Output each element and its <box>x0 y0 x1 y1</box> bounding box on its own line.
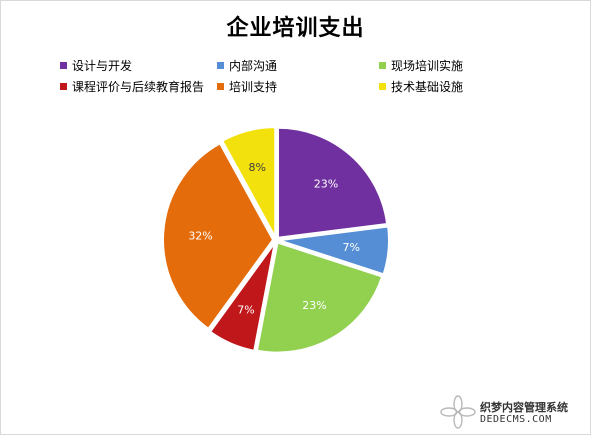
pie-slice <box>255 241 384 354</box>
legend-item: 内部沟通 <box>217 58 277 74</box>
watermark-url: DEDECMS.COM <box>480 414 552 425</box>
legend-label: 现场培训实施 <box>391 59 464 73</box>
slice-data-label: 7% <box>237 303 254 316</box>
legend-label: 内部沟通 <box>229 59 278 73</box>
legend-item: 设计与开发 <box>60 58 132 74</box>
pie-slice <box>276 126 389 239</box>
legend-item: 现场培训实施 <box>379 58 463 74</box>
legend-swatch <box>379 83 386 90</box>
legend-swatch <box>217 62 224 69</box>
pie-slice <box>162 142 275 331</box>
slice-data-label: 23% <box>302 299 326 312</box>
chart-title: 企业培训支出 <box>226 15 365 41</box>
legend-swatch <box>379 62 386 69</box>
legend-swatch <box>60 83 67 90</box>
slice-data-label: 32% <box>188 229 212 242</box>
slice-data-label: 23% <box>314 177 338 190</box>
pie-slice <box>278 225 390 276</box>
legend-item: 培训支持 <box>217 79 277 95</box>
watermark: 织梦内容管理系统 DEDECMS.COM <box>438 392 588 432</box>
legend-item: 课程评价与后续教育报告 <box>60 79 204 95</box>
legend-item: 技术基础设施 <box>379 79 463 95</box>
pie-slice <box>208 242 276 352</box>
legend-label: 培训支持 <box>229 80 278 94</box>
legend-label: 设计与开发 <box>72 59 133 73</box>
pie-slice <box>220 126 277 238</box>
legend-swatch <box>217 83 224 90</box>
dedecms-logo-icon <box>440 395 476 429</box>
slice-data-label: 7% <box>343 241 360 254</box>
watermark-text: 织梦内容管理系统 <box>480 401 568 414</box>
legend-label: 技术基础设施 <box>391 80 464 94</box>
legend-swatch <box>60 62 67 69</box>
slice-data-label: 8% <box>248 161 265 174</box>
legend-label: 课程评价与后续教育报告 <box>72 80 205 94</box>
